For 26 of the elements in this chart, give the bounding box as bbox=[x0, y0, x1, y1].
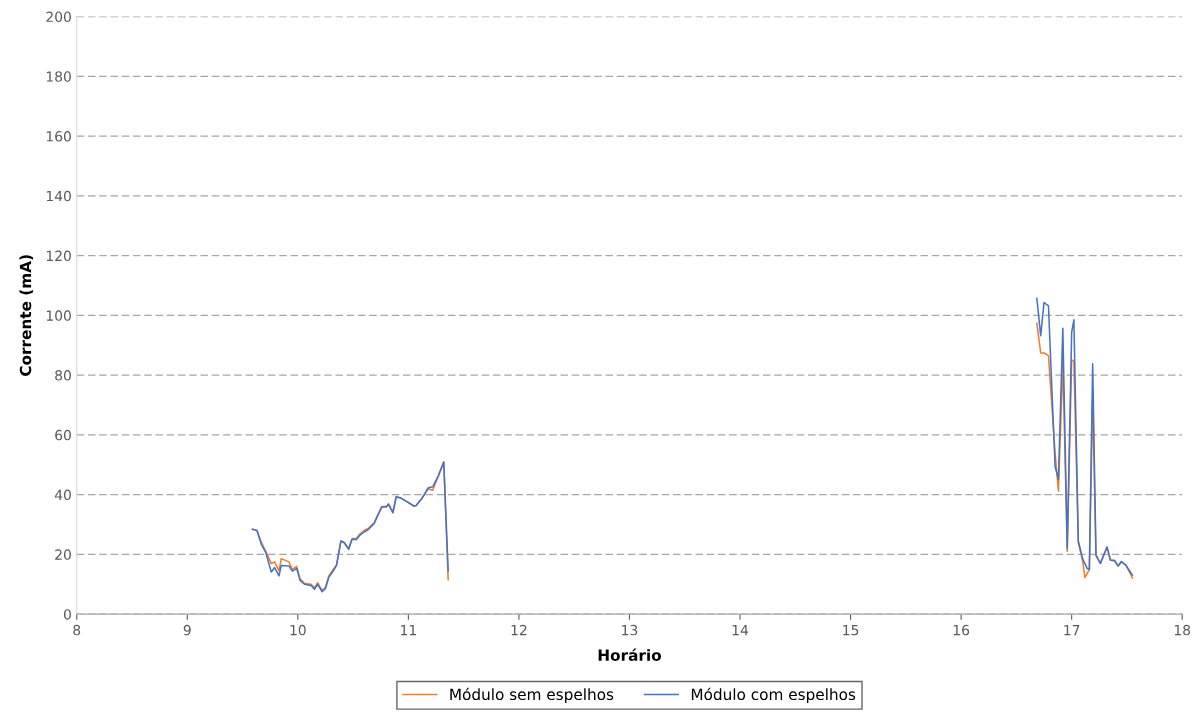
y-tick-label: 40 bbox=[54, 489, 71, 501]
x-tick-label: 12 bbox=[511, 624, 527, 636]
x-tick-label: 14 bbox=[732, 625, 749, 636]
legend-label: Módulo sem espelhos bbox=[450, 687, 614, 704]
x-tick-label: 11 bbox=[401, 625, 416, 636]
x-tick-label: 9 bbox=[183, 624, 191, 636]
y-tick-label: 60 bbox=[55, 429, 71, 441]
x-tick-label: 8 bbox=[73, 624, 81, 636]
y-tick-label: 180 bbox=[46, 71, 71, 82]
x-tick-label: 15 bbox=[843, 625, 859, 636]
y-tick-label: 200 bbox=[46, 11, 71, 23]
y-tick-label: 80 bbox=[55, 370, 71, 381]
y-tick-label: 140 bbox=[46, 190, 71, 202]
y-tick-label: 160 bbox=[46, 131, 71, 142]
y-axis-title: Corrente (mA) bbox=[19, 255, 34, 376]
y-tick-label: 120 bbox=[46, 250, 71, 262]
x-tick-label: 16 bbox=[953, 624, 970, 636]
y-tick-label: 0 bbox=[63, 609, 71, 620]
legend-label: Módulo com espelhos bbox=[691, 687, 856, 704]
y-tick-label: 100 bbox=[46, 310, 71, 321]
x-tick-label: 17 bbox=[1064, 625, 1080, 636]
x-tick-label: 18 bbox=[1174, 624, 1191, 636]
x-tick-label: 13 bbox=[622, 624, 638, 636]
x-axis-title: Horário bbox=[598, 648, 662, 661]
y-tick-label: 20 bbox=[55, 549, 71, 560]
x-tick-label: 10 bbox=[290, 624, 306, 636]
